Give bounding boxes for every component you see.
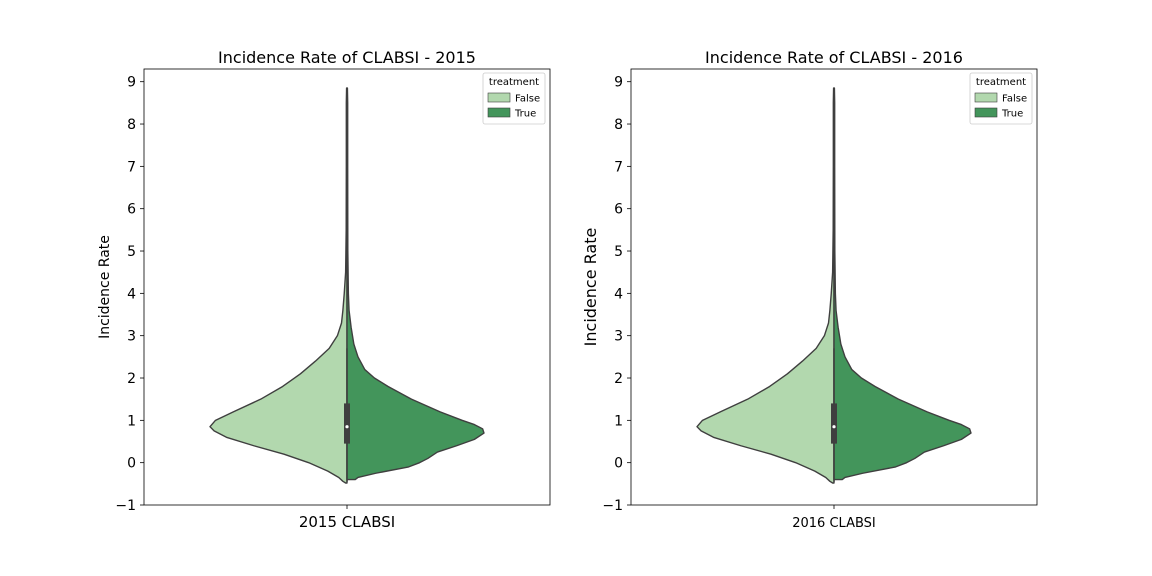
legend-swatch-false: [974, 92, 998, 103]
y-tick-label: −1: [115, 498, 136, 514]
y-tick-label: 1: [614, 413, 623, 429]
x-axis-label: 2016 CLABSI: [792, 516, 876, 531]
y-tick-label: 5: [614, 244, 623, 260]
box-iqr: [831, 403, 837, 444]
chart-title: Incidence Rate of CLABSI - 2016: [705, 48, 963, 67]
y-tick-label: 7: [614, 159, 623, 175]
legend-label-true: True: [514, 109, 536, 120]
y-tick-label: 9: [614, 75, 623, 91]
violin-half-false: [209, 87, 348, 484]
box-iqr: [344, 403, 350, 444]
y-tick-label: 3: [614, 329, 623, 345]
y-tick-label: 0: [127, 456, 136, 472]
y-tick-label: 3: [127, 329, 136, 345]
x-axis-label: 2015 CLABSI: [299, 513, 395, 531]
y-tick-label: 1: [127, 413, 136, 429]
violin-half-true: [346, 87, 485, 481]
y-tick-label: 0: [614, 456, 623, 472]
y-tick-label: 6: [614, 202, 623, 218]
legend: treatment False True: [482, 72, 546, 125]
chart-panel-2: −1 0 1 2 3 4 5 6 7 8 9 2016 CLABSI Incidence Rate Inc…: [581, 48, 1038, 531]
legend-label-false: False: [515, 94, 540, 105]
violin-half-false: [696, 87, 835, 484]
y-tick-label: 2: [127, 371, 136, 387]
y-tick-label: 8: [614, 117, 623, 133]
violin-half-true: [833, 87, 972, 481]
legend-swatch-true: [487, 107, 511, 118]
legend: treatment False True: [969, 72, 1033, 125]
y-tick-label: 4: [614, 286, 623, 302]
legend-swatch-true: [974, 107, 998, 118]
y-tick-label: 4: [127, 286, 136, 302]
legend-label-true: True: [1001, 109, 1023, 120]
chart-panel-1: −1 0 1 2 3 4 5 6 7 8 9 2015 CLABSI Incidence Rate Inc…: [97, 48, 551, 531]
y-axis-label: Incidence Rate: [97, 235, 113, 339]
y-axis-label: Incidence Rate: [581, 228, 600, 347]
legend-title: treatment: [489, 77, 539, 88]
y-tick-label: 8: [127, 117, 136, 133]
y-tick-label: 9: [127, 75, 136, 91]
y-tick-label: 5: [127, 244, 136, 260]
box-median-point: [345, 425, 349, 429]
legend-swatch-false: [487, 92, 511, 103]
legend-label-false: False: [1002, 94, 1027, 105]
y-tick-label: 6: [127, 202, 136, 218]
box-median-point: [832, 425, 836, 429]
y-tick-label: 2: [614, 371, 623, 387]
legend-title: treatment: [976, 77, 1026, 88]
y-tick-label: −1: [602, 498, 623, 514]
y-tick-label: 7: [127, 159, 136, 175]
chart-title: Incidence Rate of CLABSI - 2015: [218, 48, 476, 67]
